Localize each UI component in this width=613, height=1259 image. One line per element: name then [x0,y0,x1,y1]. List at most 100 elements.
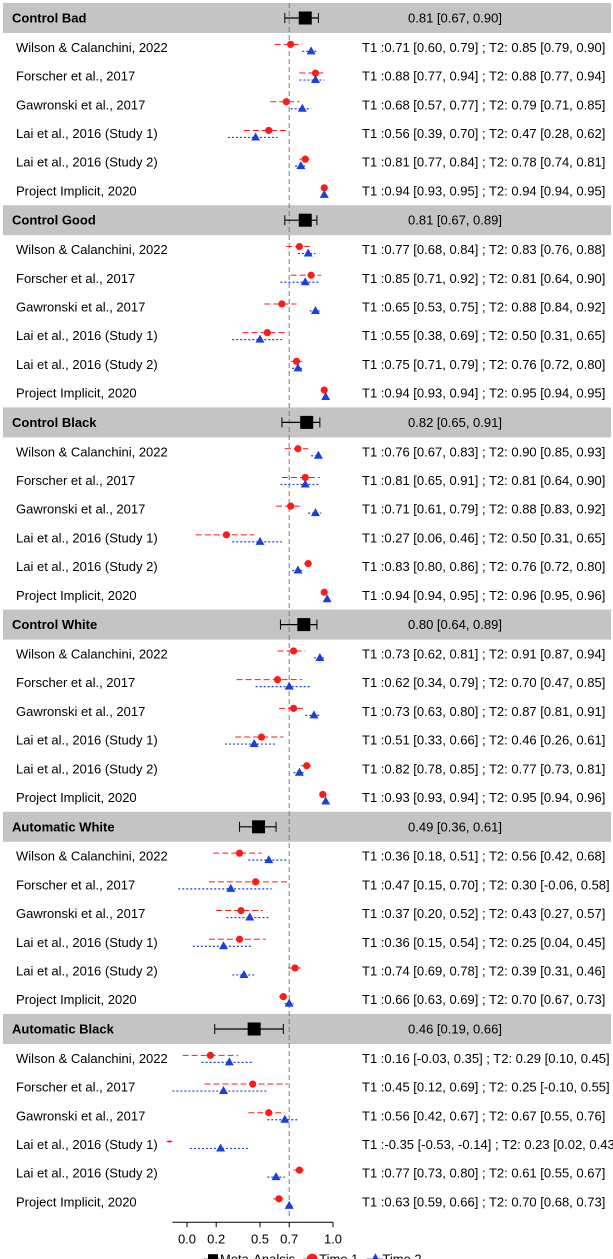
legend: Meta-Analsis Time 1 Time 2 [204,1252,422,1259]
study-estimate-label: T1 :0.88 [0.77, 0.94] ; T2: 0.88 [0.77, … [362,69,605,84]
time2-point [271,1172,281,1181]
study-name: Lai et al., 2016 (Study 1) [16,328,158,343]
time2-point [303,248,313,257]
legend-time2-triangle [372,1253,379,1259]
time1-point [235,849,244,857]
time1-point [275,1195,283,1203]
study-name: Lai et al., 2016 (Study 2) [16,963,158,978]
x-tick-label: 0.0 [178,1232,196,1247]
time2-point [300,479,310,488]
time1-point [278,300,286,308]
time2-point [284,998,294,1007]
study-estimate-label: T1 :0.51 [0.33, 0.66] ; T2: 0.46 [0.26, … [362,733,605,748]
time1-point [292,357,301,365]
meta-square [298,213,312,227]
study-name: Lai et al., 2016 (Study 1) [16,1137,158,1152]
study-name: Forscher et al., 2017 [16,473,135,488]
plot-marks [166,3,332,1217]
study-name: Lai et al., 2016 (Study 2) [16,357,158,372]
time2-point [293,363,303,372]
time2-point [284,681,294,690]
study-name: Wilson & Calanchini, 2022 [16,40,168,55]
study-name: Lai et al., 2016 (Study 2) [16,155,158,170]
study-estimate-label: T1 :0.73 [0.63, 0.80] ; T2: 0.87 [0.81, … [362,704,605,719]
study-estimate-label: T1 :0.81 [0.65, 0.91] ; T2: 0.81 [0.64, … [362,473,605,488]
study-estimate-label: T1 :0.56 [0.42, 0.67] ; T2: 0.67 [0.55, … [362,1108,605,1123]
legend-label: Meta-Analsis [220,1252,296,1259]
x-tick-label: 1.0 [324,1232,342,1247]
time1-point [287,502,295,510]
study-estimate-label: T1 :0.56 [0.39, 0.70] ; T2: 0.47 [0.28, … [362,126,605,141]
time1-point [320,184,328,192]
study-name: Wilson & Calanchini, 2022 [16,646,168,661]
time2-point [219,941,228,950]
study-estimate-label: T1 :0.83 [0.80, 0.86] ; T2: 0.76 [0.72, … [362,559,605,574]
x-tick-label: 0.7 [280,1232,298,1247]
meta-estimate-label: 0.81 [0.67, 0.89] [408,213,502,228]
group-title: Control Bad [12,11,86,26]
study-estimate-label: T1 :0.55 [0.38, 0.69] ; T2: 0.50 [0.31, … [362,328,605,343]
x-tick-label: 0.5 [251,1232,269,1247]
time2-point [321,392,331,401]
study-name: Project Implicit, 2020 [16,992,137,1007]
group-header-band [3,811,611,842]
group-title: Automatic White [12,819,115,834]
study-estimate-label: T1 :0.47 [0.15, 0.70] ; T2: 0.30 [-0.06,… [362,877,610,892]
study-estimate-label: T1 :0.75 [0.71, 0.79] ; T2: 0.76 [0.72, … [362,357,605,372]
time2-point [264,855,274,864]
study-name: Gawronski et al., 2017 [16,299,145,314]
study-estimate-label: T1 :0.36 [0.15, 0.54] ; T2: 0.25 [0.04, … [362,935,605,950]
study-estimate-label: T1 :0.94 [0.94, 0.95] ; T2: 0.96 [0.95, … [362,588,605,603]
time2-point [245,912,255,921]
time1-point [320,588,328,596]
meta-estimate-label: 0.46 [0.19, 0.66] [408,1022,502,1037]
time2-point [306,46,316,55]
group-title: Control Black [12,415,97,430]
time2-point [280,1114,290,1123]
study-estimate-label: T1 :0.71 [0.61, 0.79] ; T2: 0.88 [0.83, … [362,502,605,517]
time2-point [255,334,265,343]
study-estimate-label: T1 :0.68 [0.57, 0.77] ; T2: 0.79 [0.71, … [362,97,605,112]
study-estimate-label: T1 :0.45 [0.12, 0.69] ; T2: 0.25 [-0.10,… [362,1080,610,1095]
time1-point [295,1166,304,1174]
time2-point [251,132,261,141]
time1-point [303,762,311,770]
study-name: Forscher et al., 2017 [16,271,135,286]
study-estimate-label: T1 :0.36 [0.18, 0.51] ; T2: 0.56 [0.42, … [362,849,605,864]
study-estimate-label: T1 :0.16 [-0.03, 0.35] ; T2: 0.29 [0.10,… [362,1051,610,1066]
time2-point [310,508,320,517]
study-estimate-label: T1 :-0.35 [-0.53, -0.14] ; T2: 0.23 [0.0… [362,1137,613,1152]
study-estimate-label: T1 :0.93 [0.93, 0.94] ; T2: 0.95 [0.94, … [362,790,605,805]
study-estimate-label: T1 :0.82 [0.78, 0.85] ; T2: 0.77 [0.73, … [362,761,605,776]
study-estimate-label: T1 :0.77 [0.68, 0.84] ; T2: 0.83 [0.76, … [362,242,605,257]
study-estimate-label: T1 :0.94 [0.93, 0.95] ; T2: 0.94 [0.94, … [362,183,605,198]
study-estimate-label: T1 :0.62 [0.34, 0.79] ; T2: 0.70 [0.47, … [362,675,605,690]
time2-point [239,969,249,978]
time1-point [289,647,298,655]
x-axis: 0.0 0.2 0.5 0.7 1.0 [172,1221,342,1247]
group-header-band [3,1014,611,1044]
time1-point [311,69,320,77]
study-name: Lai et al., 2016 (Study 2) [16,761,158,776]
meta-estimate-label: 0.82 [0.65, 0.91] [408,415,502,430]
study-name: Project Implicit, 2020 [16,790,137,805]
time2-point [319,189,329,198]
time2-point [310,75,320,84]
study-name: Lai et al., 2016 (Study 1) [16,530,158,545]
time1-point [291,964,299,972]
study-name: Forscher et al., 2017 [16,877,135,892]
legend-label: Time 1 [319,1252,358,1259]
study-estimate-label: T1 :0.66 [0.63, 0.69] ; T2: 0.70 [0.67, … [362,992,605,1007]
time2-point [216,1143,226,1152]
row-labels: Control Bad 0.81 [0.67, 0.90] Wilson & Cal… [12,11,613,1210]
legend-label: Time 2 [382,1252,421,1259]
study-name: Gawronski et al., 2017 [16,97,145,112]
x-tick-label: 0.2 [207,1232,225,1247]
time2-point [321,796,331,805]
group-title: Automatic Black [12,1022,115,1037]
study-name: Forscher et al., 2017 [16,69,135,84]
study-name: Forscher et al., 2017 [16,1080,135,1095]
study-estimate-label: T1 :0.74 [0.69, 0.78] ; T2: 0.39 [0.31, … [362,963,605,978]
time1-point [257,733,266,741]
time1-point [287,40,295,48]
